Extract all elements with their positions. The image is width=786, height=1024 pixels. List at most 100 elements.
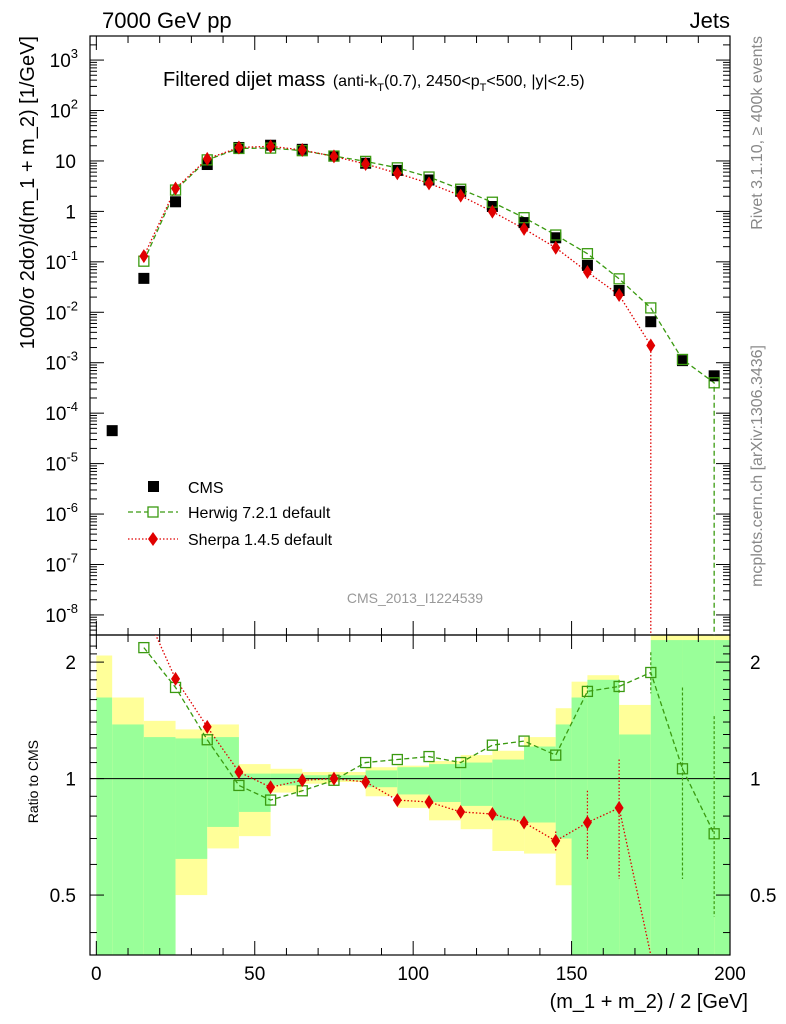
main-plot-frame [89,35,731,636]
y-tick-label: 10-5 [45,450,78,476]
sherpa-ratio-point [329,771,339,786]
y-tick-label: 10-2 [45,298,78,324]
y-tick-label: 102 [50,97,78,123]
cms-point [170,196,182,208]
sherpa-ratio-point [361,774,371,789]
green-band-bin [571,697,588,955]
green-band-bin [714,640,730,955]
cms-point [645,316,657,328]
herwig-ratio-point [359,756,372,769]
cms-point [676,355,688,367]
herwig-ratio-point [708,828,720,840]
collision-label: 7000 GeV pp [102,8,232,33]
cms-point [138,272,150,284]
legend-cms-label: CMS [188,480,224,497]
sherpa-ratio-point [582,815,592,830]
x-tick-label: 0 [91,964,102,985]
sherpa-point [234,140,244,155]
ratio-tick-label: 0.5 [750,886,776,907]
sherpa-ratio-point [456,804,466,819]
y-tick-label: 1 [65,202,76,223]
sherpa-ratio-point [234,764,244,779]
y-tick-label: 10-1 [45,248,78,274]
cms-point [106,425,118,437]
herwig-point [550,229,562,241]
ratio-y-axis-label: Ratio to CMS [25,740,41,823]
y-tick-label: 10-4 [45,399,78,425]
x-axis-label: (m_1 + m_2) / 2 [GeV] [550,991,748,1013]
sherpa-point [551,240,561,255]
herwig-ratio-point [201,734,213,746]
sherpa-point [139,249,149,264]
ratio-tick-label: 0.5 [50,886,76,907]
chart-title: Filtered dijet mass (anti-kT(0.7), 2450<… [163,69,585,94]
herwig-ratio-point [550,749,562,761]
sherpa-point [171,181,181,196]
sherpa-point [266,139,276,154]
rivet-label: Rivet 3.1.10, ≥ 400k events [749,36,766,230]
process-label: Jets [690,8,730,33]
sherpa-point [519,221,529,236]
sherpa-ratio-point [392,793,402,808]
cms-point [708,370,720,382]
axis-ticks: 0 50 100 150 200 10-8 10-7 10-6 10-5 10-4 10-3 10-2… [45,35,776,985]
cms-point [550,232,562,244]
herwig-point [581,248,594,260]
green-band-bin [492,759,525,821]
legend-herwig-label: Herwig 7.2.1 default [188,505,331,522]
herwig-point [613,273,625,285]
sherpa-ratio-point [266,780,276,795]
ratio-tick-label: 2 [750,653,761,674]
herwig-ratio-line [143,647,715,835]
y-tick-label: 10-6 [45,500,78,526]
ratio-tick-label: 1 [65,770,76,791]
green-band-bin [555,724,572,839]
sherpa-point [361,157,371,172]
herwig-ratio-point [138,641,150,654]
herwig-point [645,302,657,314]
herwig-ratio-point [518,735,530,747]
sherpa-line [143,145,652,635]
series-markers [106,139,720,848]
green-band-bin [302,775,334,781]
ratio-uncertainty-bands [96,635,730,955]
green-band-bin [429,764,461,802]
sherpa-point [297,142,307,157]
sherpa-point [582,264,592,279]
green-band-bin [96,697,113,955]
herwig-point [676,353,689,366]
herwig-ratio-point [613,680,625,693]
sherpa-point [202,151,212,166]
y-tick-label: 103 [50,46,78,72]
green-band-bin [460,762,493,806]
herwig-ratio-point [676,763,689,775]
sherpa-point [487,204,497,219]
sherpa-ratio-point [487,806,497,821]
green-band-bin [650,640,683,955]
sherpa-point [614,288,624,303]
herwig-ratio-point [391,753,403,766]
green-band-bin [333,775,366,781]
herwig-ratio-point [486,739,499,751]
legend-sherpa-marker [148,532,158,546]
green-band-bin [682,640,715,955]
x-tick-label: 100 [397,964,429,985]
ratio-markers [138,641,720,848]
green-band-bin [397,767,430,795]
plot-frames [89,35,731,956]
sherpa-ratio-point [171,671,181,686]
sherpa-ratio-point [551,833,561,848]
y-tick-label: 10-3 [45,349,78,375]
sherpa-ratio-point [614,800,624,815]
legend-sherpa-label: Sherpa 1.4.5 default [188,532,333,549]
herwig-ratio-point [264,794,277,806]
legend: CMS Herwig 7.2.1 default Sherpa 1.4.5 de… [128,480,333,549]
y-tick-label: 10-7 [45,550,78,576]
green-band-bin [143,737,176,955]
sherpa-ratio-point [297,773,307,788]
herwig-ratio-point [455,756,467,769]
analysis-watermark: CMS_2013_I1224539 [347,590,483,606]
y-tick-label: 10-8 [45,601,78,627]
herwig-line [143,147,715,635]
